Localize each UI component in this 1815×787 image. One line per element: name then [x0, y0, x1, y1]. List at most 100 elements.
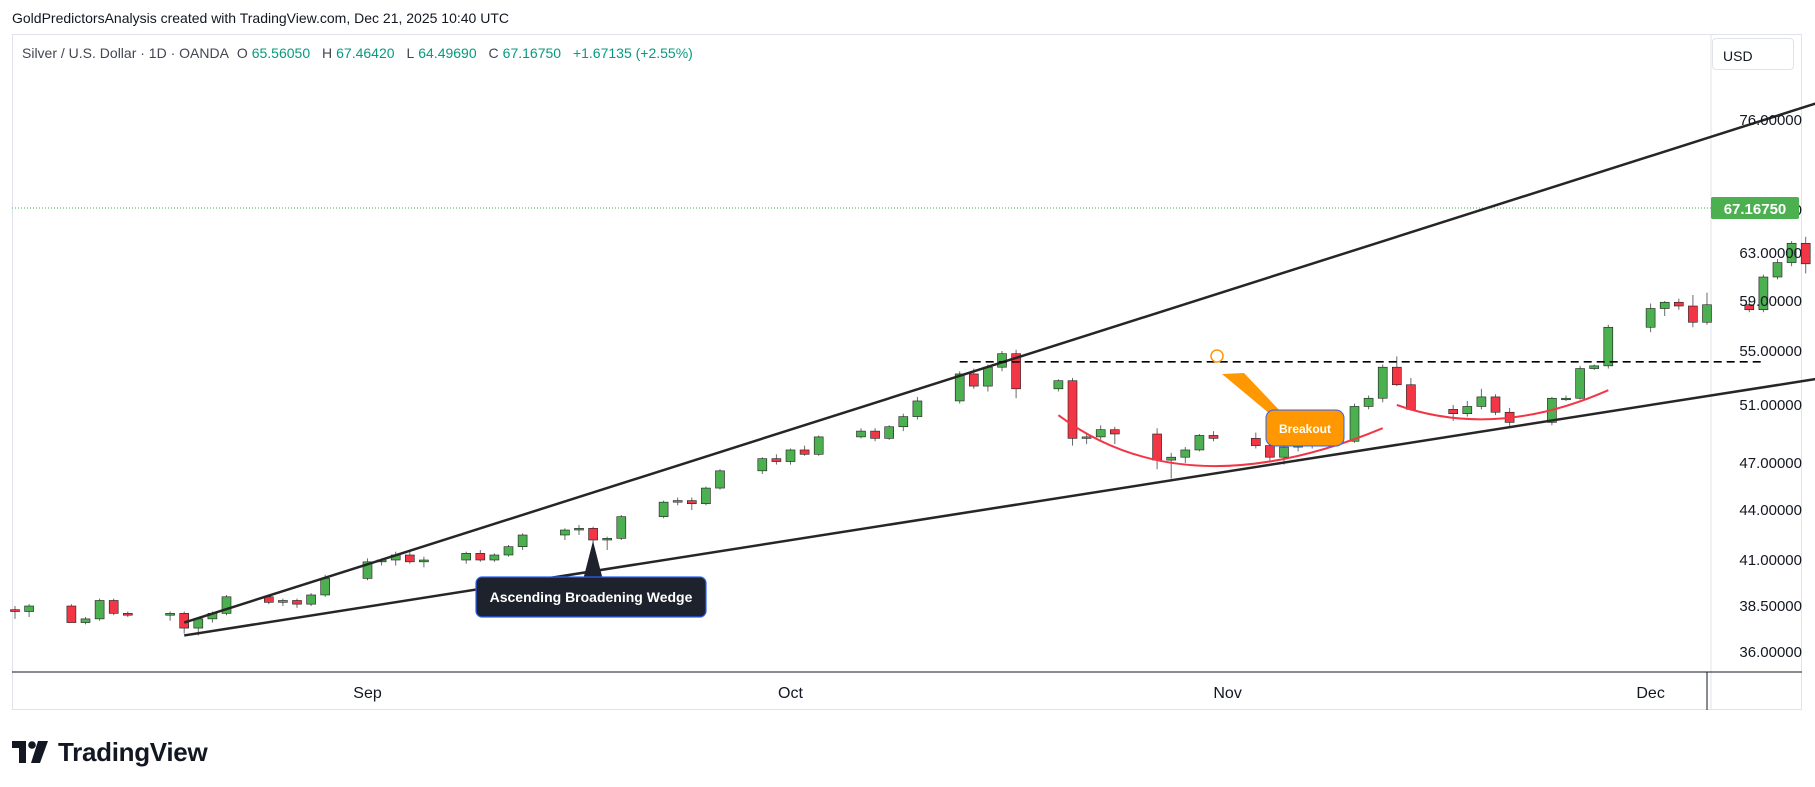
candle-body-up [165, 613, 175, 616]
candle-body-up [1575, 368, 1585, 399]
wedge-lower-line [184, 377, 1815, 637]
candle [1406, 378, 1416, 411]
price-axis-label: 59.00000 [1739, 293, 1802, 310]
candle-body-up [24, 605, 34, 612]
candle [1476, 388, 1487, 410]
candle-body-down [771, 458, 782, 462]
price-axis-label: 51.00000 [1739, 397, 1802, 414]
candle [1772, 259, 1783, 280]
candle-body-up [80, 618, 91, 623]
candle-body-up [461, 553, 472, 561]
wedge-upper-line [183, 102, 1815, 624]
candle-body-up [1377, 366, 1388, 399]
candle [1194, 434, 1205, 452]
candle-body-down [1800, 242, 1811, 265]
candle-body-up [419, 559, 429, 563]
candle-body-up [715, 470, 725, 489]
candle [1392, 356, 1402, 387]
candle-body-up [616, 516, 627, 539]
candle [80, 617, 91, 625]
candle-body-up [983, 366, 993, 387]
candle-body-up [306, 594, 316, 605]
candle-body-up [672, 500, 683, 503]
high-value: H 67.46420 [322, 45, 395, 61]
candle-body-down [1208, 435, 1219, 439]
candle [1363, 395, 1374, 410]
candle [757, 457, 768, 474]
candle [292, 598, 302, 608]
candle [912, 396, 923, 420]
candle [108, 598, 119, 616]
candle-body-up [1053, 380, 1064, 390]
candle [799, 445, 810, 456]
candle-body-up [1279, 446, 1289, 458]
candle [672, 497, 683, 506]
candle-body-down [588, 528, 598, 541]
price-axis-label: 47.00000 [1739, 455, 1802, 472]
candle-body-down [686, 500, 697, 505]
price-axis[interactable]: 36.00000 38.50000 41.00000 44.00000 47.00000… [1711, 112, 1802, 661]
candle-body-up [489, 554, 500, 561]
candle-body-down [66, 605, 77, 623]
low-value: L 64.49690 [406, 45, 477, 61]
time-axis-label: Sep [353, 685, 382, 702]
currency-button[interactable]: USD [1712, 38, 1794, 70]
candle [1251, 432, 1261, 449]
candle-body-down [1251, 438, 1261, 446]
candle [24, 604, 34, 618]
candle-body-down [1688, 305, 1698, 323]
candle-body-up [1476, 396, 1487, 407]
candle [616, 515, 627, 540]
candle [884, 425, 895, 440]
wedge-label-text: Ascending Broadening Wedge [490, 589, 693, 605]
candle [419, 556, 429, 568]
candle-body-up [1645, 308, 1656, 328]
candle [771, 454, 782, 465]
candle-body-up [785, 449, 796, 462]
breakout-marker [1210, 349, 1224, 363]
candle-body-up [278, 600, 288, 603]
candle-body-down [1265, 445, 1275, 458]
candle-body-up [1786, 242, 1797, 263]
candle-body-up [1561, 397, 1571, 401]
candle [362, 558, 373, 581]
candle-body-down [1674, 301, 1684, 307]
candle [715, 469, 725, 490]
candle [1095, 425, 1106, 440]
symbol-legend[interactable]: Silver / U.S. Dollar · 1D · OANDA O 65.56… [22, 45, 697, 61]
candle [1152, 428, 1162, 470]
candle [1786, 241, 1797, 267]
candle-body-down [1011, 353, 1021, 390]
change-value: +1.67135 (+2.55%) [572, 45, 693, 61]
cup-arc-left [1057, 414, 1384, 468]
candle [1561, 395, 1571, 401]
symbol-title: Silver / U.S. Dollar · 1D · OANDA [22, 45, 229, 61]
time-axis-label: Nov [1213, 685, 1241, 702]
candle [404, 551, 415, 564]
candle-body-up [320, 578, 331, 596]
candle [813, 435, 824, 456]
time-axis[interactable]: SepOctNovDec2026 [353, 685, 1815, 702]
candle [1377, 364, 1388, 403]
breakout-callout: Breakout [1210, 349, 1345, 447]
candle-body-down [799, 449, 810, 455]
cup-arc-right [1396, 389, 1609, 421]
candle [1688, 295, 1698, 328]
candle-body-up [1180, 449, 1191, 458]
candle [1067, 378, 1078, 446]
candle-body-up [517, 534, 528, 547]
candle-body-up [362, 561, 373, 579]
candle-body-up [1095, 429, 1106, 438]
candle-body-down [1067, 380, 1078, 439]
candle-body-up [1702, 304, 1712, 323]
candle-body-up [884, 426, 895, 439]
candle [1180, 447, 1191, 463]
candle [306, 593, 316, 606]
candle-body-down [870, 430, 880, 439]
tradingview-logo[interactable]: TradingView [12, 736, 208, 768]
candle [503, 545, 514, 557]
candle [1110, 426, 1120, 445]
candle-body-down [1490, 396, 1501, 413]
candle-body-down [123, 613, 133, 616]
